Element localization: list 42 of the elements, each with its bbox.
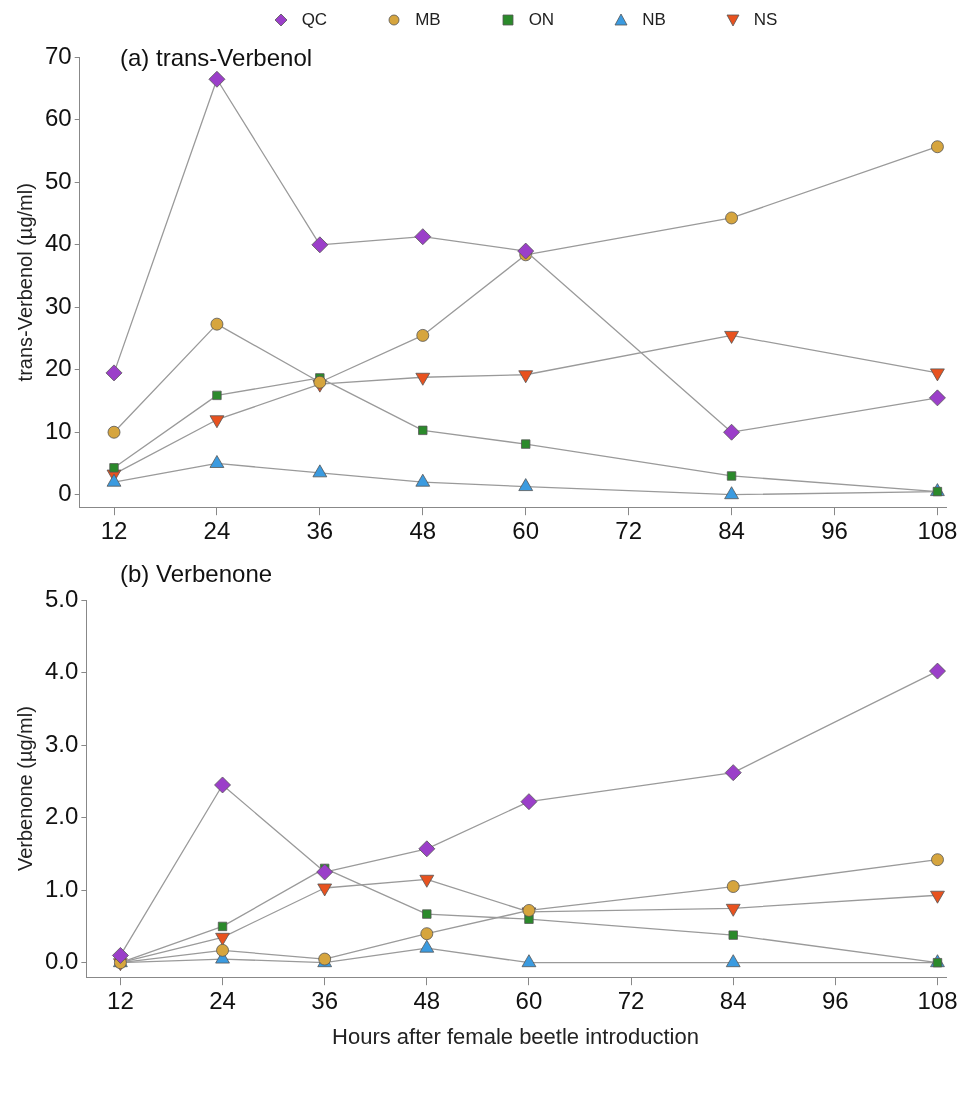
y-tick-label: 1.0 bbox=[44, 874, 79, 902]
x-tick-label: 48 bbox=[409, 517, 437, 545]
legend-label: NS bbox=[753, 10, 778, 30]
y-tick-label: 70 bbox=[44, 42, 72, 70]
y-tick-label: 10 bbox=[44, 416, 72, 444]
x-tick-label: 48 bbox=[413, 987, 441, 1015]
x-tick-label: 84 bbox=[718, 517, 745, 545]
y-tick-label: 2.0 bbox=[44, 802, 79, 830]
x-tick-label: 108 bbox=[917, 517, 958, 545]
x-tick-label: 24 bbox=[203, 517, 231, 545]
y-tick-label: 20 bbox=[44, 354, 72, 382]
y-tick-label: 30 bbox=[44, 291, 72, 319]
x-tick-label: 60 bbox=[515, 987, 543, 1015]
x-tick-label: 96 bbox=[821, 517, 848, 545]
x-tick-label: 96 bbox=[822, 987, 849, 1015]
x-tick-label: 12 bbox=[100, 517, 128, 545]
x-tick-label: 60 bbox=[512, 517, 540, 545]
x-tick-label: 12 bbox=[107, 987, 134, 1015]
y-tick-label: 5.0 bbox=[44, 584, 79, 612]
x-tick-label: 72 bbox=[615, 517, 642, 545]
x-tick-label: 36 bbox=[311, 987, 339, 1015]
chart-title: (a) trans-Verbenol bbox=[120, 44, 313, 72]
x-tick-label: 108 bbox=[917, 987, 958, 1015]
legend-label: ON bbox=[528, 10, 555, 30]
x-tick-label: 84 bbox=[719, 987, 747, 1015]
y-tick-label: 4.0 bbox=[44, 657, 79, 685]
y-axis-title: Verbenone (µg/ml) bbox=[13, 706, 36, 872]
x-axis-title: Hours after female beetle introduction bbox=[331, 1024, 700, 1050]
y-tick-label: 60 bbox=[44, 104, 72, 132]
y-tick-label: 3.0 bbox=[44, 729, 79, 757]
legend-label: MB bbox=[415, 10, 441, 30]
y-tick-label: 0 bbox=[58, 479, 72, 507]
y-axis-title: trans-Verbenol (µg/ml) bbox=[13, 183, 36, 382]
legend-label: NB bbox=[642, 10, 666, 30]
legend-label: QC bbox=[301, 10, 328, 30]
y-tick-label: 0.0 bbox=[44, 947, 79, 975]
x-tick-label: 72 bbox=[617, 987, 645, 1015]
x-tick-label: 24 bbox=[209, 987, 236, 1015]
y-tick-label: 40 bbox=[44, 229, 72, 257]
chart-title: (b) Verbenone bbox=[120, 560, 273, 588]
y-tick-label: 50 bbox=[44, 166, 72, 194]
x-tick-label: 36 bbox=[306, 517, 334, 545]
